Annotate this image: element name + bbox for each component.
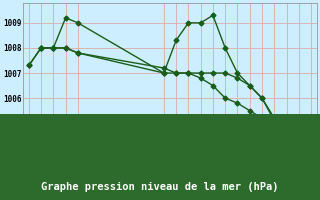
- Text: Graphe pression niveau de la mer (hPa): Graphe pression niveau de la mer (hPa): [41, 182, 279, 192]
